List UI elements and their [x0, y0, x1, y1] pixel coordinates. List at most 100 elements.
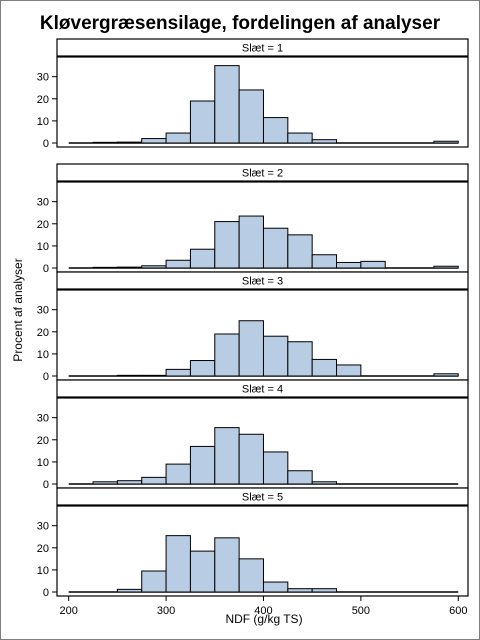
- x-tick-label: 200: [60, 605, 78, 617]
- histogram-bar: [116, 588, 143, 593]
- y-tick-label: 0: [43, 263, 49, 275]
- histogram-bar: [287, 234, 313, 269]
- histogram-bar: [165, 259, 191, 269]
- histogram-bar: [262, 227, 289, 269]
- histogram-bar: [287, 470, 313, 485]
- histogram-bar: [287, 588, 313, 593]
- histogram-bar: [165, 132, 191, 144]
- histogram-bar: [92, 481, 118, 485]
- y-tick-label: 20: [37, 435, 49, 447]
- histogram-bar: [433, 265, 459, 269]
- histogram-bar: [189, 550, 216, 593]
- histogram-bar: [336, 364, 362, 377]
- y-axis-label: Procent af analyser: [11, 258, 25, 361]
- panel-strip-label: Slæt = 4: [242, 384, 283, 396]
- y-tick-label: 0: [43, 138, 49, 150]
- y-tick-label: 10: [37, 116, 49, 128]
- y-tick-label: 20: [37, 94, 49, 106]
- y-tick-label: 10: [37, 457, 49, 469]
- histogram-bar: [262, 335, 289, 377]
- histogram-bar: [311, 358, 338, 377]
- histogram-bar: [262, 581, 289, 593]
- histogram-bar: [311, 481, 338, 485]
- histogram-bar: [238, 215, 264, 269]
- x-axis: 200 300 400 500 600: [60, 596, 467, 617]
- y-tick-label: 30: [37, 521, 49, 533]
- histogram-bar: [189, 360, 216, 377]
- histogram-bar: [214, 333, 240, 377]
- x-tick-label: 400: [254, 605, 272, 617]
- panels-group: Slæt = 1 0 10 20 30 Slæt = 2 0 10 20 30 Slæt = 3 0 1…: [37, 38, 469, 599]
- histogram-bar: [141, 374, 167, 377]
- histogram-bar: [262, 451, 289, 485]
- histogram-bar: [141, 138, 167, 144]
- y-tick-label: 30: [37, 305, 49, 317]
- histogram-bar: [141, 570, 167, 593]
- histogram-bar: [165, 368, 191, 377]
- y-tick-label: 30: [37, 413, 49, 425]
- y-tick-label: 30: [37, 197, 49, 209]
- chart-title: Kløvergræsensilage, fordelingen af analy…: [40, 13, 441, 34]
- histogram-bar: [311, 254, 338, 269]
- histogram-bar: [116, 374, 143, 377]
- histogram-bar: [287, 132, 313, 144]
- x-axis-label: NDF (g/kg TS): [225, 612, 302, 626]
- histogram-bar: [311, 588, 338, 593]
- histogram-bar: [189, 445, 216, 485]
- panel-4: Slæt = 4 0 10 20 30: [37, 379, 469, 491]
- y-tick-label: 20: [37, 327, 49, 339]
- histogram-bar: [433, 373, 459, 377]
- histogram-bar: [238, 320, 264, 377]
- y-tick-label: 0: [43, 587, 49, 599]
- histogram-bar: [92, 141, 118, 144]
- panel-5: Slæt = 5 0 10 20 30: [37, 487, 469, 599]
- histogram-bar: [165, 463, 191, 485]
- histogram-bar: [116, 141, 143, 144]
- histogram-bar: [189, 248, 216, 269]
- histogram-bar: [336, 261, 362, 269]
- histogram-bar: [238, 558, 264, 593]
- panel-2: Slæt = 2 0 10 20 30: [37, 163, 469, 275]
- panel-strip-label: Slæt = 1: [242, 43, 283, 55]
- y-tick-label: 20: [37, 219, 49, 231]
- panel-3: Slæt = 3 0 10 20 30: [37, 271, 469, 383]
- histogram-bar: [262, 117, 289, 144]
- histogram-bar: [116, 480, 143, 485]
- histogram-bar: [189, 100, 216, 144]
- x-tick-label: 600: [449, 605, 467, 617]
- histogram-bar: [433, 140, 459, 144]
- panel-strip: [56, 38, 469, 57]
- y-tick-label: 10: [37, 565, 49, 577]
- histogram-bar: [238, 89, 264, 144]
- panel-strip: [56, 379, 469, 398]
- y-tick-label: 0: [43, 371, 49, 383]
- panel-strip: [56, 271, 469, 290]
- panel-strip: [56, 487, 469, 506]
- panel-strip: [56, 163, 469, 182]
- panel-1: Slæt = 1 0 10 20 30: [37, 38, 469, 150]
- histogram-bar: [92, 266, 118, 269]
- histogram-bar: [141, 476, 167, 485]
- panel-strip-label: Slæt = 3: [242, 276, 283, 288]
- y-tick-label: 10: [37, 349, 49, 361]
- histogram-bar: [141, 265, 167, 269]
- histogram-bar: [238, 433, 264, 485]
- panel-strip-label: Slæt = 5: [242, 492, 283, 504]
- x-tick-label: 500: [352, 605, 370, 617]
- histogram-bar: [214, 427, 240, 485]
- histogram-bar: [287, 341, 313, 377]
- y-tick-label: 20: [37, 543, 49, 555]
- histogram-bar: [116, 266, 143, 269]
- histogram-bar: [214, 537, 240, 593]
- histogram-bar: [311, 139, 338, 144]
- panel-strip-label: Slæt = 2: [242, 168, 283, 180]
- histogram-bar: [214, 221, 240, 269]
- y-tick-label: 10: [37, 241, 49, 253]
- histogram-bar: [165, 535, 191, 593]
- histogram-bar: [214, 65, 240, 144]
- x-tick-label: 300: [157, 605, 175, 617]
- histogram-bar: [360, 260, 386, 269]
- y-tick-label: 30: [37, 72, 49, 84]
- y-tick-label: 0: [43, 479, 49, 491]
